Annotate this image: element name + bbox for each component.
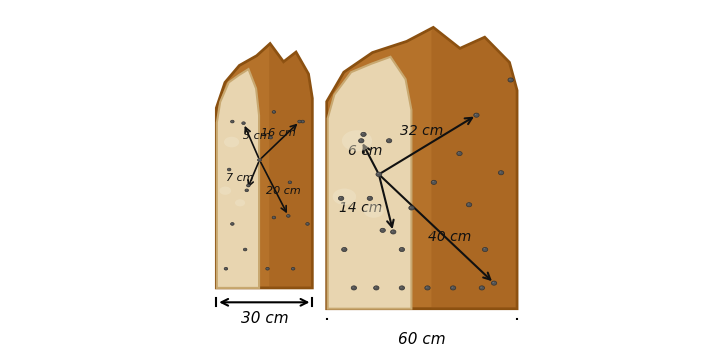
Ellipse shape: [289, 181, 290, 182]
Ellipse shape: [481, 287, 482, 288]
Ellipse shape: [401, 287, 402, 288]
Ellipse shape: [498, 171, 504, 175]
Polygon shape: [269, 43, 313, 288]
Text: 20 cm: 20 cm: [266, 186, 301, 196]
Ellipse shape: [399, 247, 405, 252]
Ellipse shape: [433, 181, 434, 182]
Ellipse shape: [353, 287, 354, 288]
Ellipse shape: [390, 230, 396, 234]
Text: 14 cm: 14 cm: [339, 201, 382, 215]
Ellipse shape: [342, 130, 372, 151]
Ellipse shape: [292, 267, 295, 270]
Ellipse shape: [451, 287, 453, 288]
Text: 32 cm: 32 cm: [401, 124, 443, 138]
Polygon shape: [326, 27, 517, 309]
Ellipse shape: [362, 133, 364, 134]
Ellipse shape: [224, 137, 239, 147]
Ellipse shape: [269, 136, 273, 139]
Ellipse shape: [364, 204, 384, 218]
Text: 7 cm: 7 cm: [226, 172, 254, 183]
Ellipse shape: [338, 196, 344, 200]
Ellipse shape: [376, 172, 382, 177]
Ellipse shape: [482, 247, 488, 252]
Ellipse shape: [259, 159, 260, 160]
Ellipse shape: [499, 171, 501, 172]
Ellipse shape: [358, 139, 364, 143]
Ellipse shape: [298, 120, 301, 123]
Ellipse shape: [343, 248, 345, 249]
Text: 30 cm: 30 cm: [241, 311, 288, 326]
Ellipse shape: [483, 248, 485, 249]
Ellipse shape: [369, 197, 370, 198]
Ellipse shape: [426, 287, 427, 288]
Ellipse shape: [220, 187, 231, 195]
Ellipse shape: [474, 113, 479, 117]
Ellipse shape: [286, 215, 290, 217]
Ellipse shape: [425, 286, 430, 290]
Ellipse shape: [307, 223, 308, 224]
Ellipse shape: [243, 122, 244, 123]
Ellipse shape: [374, 286, 379, 290]
Ellipse shape: [387, 139, 389, 140]
Ellipse shape: [450, 286, 456, 290]
Polygon shape: [328, 57, 411, 309]
Ellipse shape: [375, 287, 377, 288]
Ellipse shape: [401, 248, 402, 249]
Ellipse shape: [509, 79, 510, 80]
Ellipse shape: [431, 180, 437, 185]
Ellipse shape: [246, 184, 250, 187]
Ellipse shape: [493, 282, 494, 283]
Text: 6 cm: 6 cm: [348, 144, 382, 158]
Ellipse shape: [242, 122, 245, 125]
Ellipse shape: [272, 111, 276, 113]
Ellipse shape: [361, 132, 366, 136]
Ellipse shape: [272, 216, 276, 219]
Ellipse shape: [377, 173, 379, 174]
Ellipse shape: [508, 78, 513, 82]
Text: 3 cm: 3 cm: [243, 131, 270, 141]
Ellipse shape: [301, 120, 305, 123]
Ellipse shape: [306, 223, 309, 225]
Text: 40 cm: 40 cm: [427, 230, 471, 244]
Polygon shape: [217, 69, 259, 288]
Ellipse shape: [409, 206, 414, 210]
Ellipse shape: [479, 286, 485, 290]
Text: 60 cm: 60 cm: [398, 332, 446, 345]
Ellipse shape: [491, 281, 497, 285]
Ellipse shape: [273, 111, 274, 112]
Ellipse shape: [266, 267, 269, 270]
Ellipse shape: [288, 181, 292, 184]
Ellipse shape: [380, 228, 385, 233]
Ellipse shape: [228, 168, 231, 171]
Ellipse shape: [257, 158, 262, 161]
Ellipse shape: [224, 267, 228, 270]
Polygon shape: [431, 27, 517, 309]
Ellipse shape: [333, 188, 356, 205]
Ellipse shape: [245, 189, 249, 192]
Ellipse shape: [466, 203, 472, 207]
Ellipse shape: [230, 223, 234, 225]
Polygon shape: [217, 43, 313, 288]
Ellipse shape: [244, 248, 247, 251]
Ellipse shape: [340, 197, 341, 198]
Ellipse shape: [386, 139, 392, 143]
Ellipse shape: [367, 196, 373, 200]
Ellipse shape: [458, 152, 459, 153]
Ellipse shape: [235, 199, 245, 206]
Ellipse shape: [360, 139, 361, 140]
Ellipse shape: [457, 151, 462, 156]
Ellipse shape: [351, 286, 357, 290]
Ellipse shape: [410, 207, 411, 208]
Ellipse shape: [381, 229, 382, 230]
Ellipse shape: [230, 120, 234, 123]
Ellipse shape: [399, 286, 405, 290]
Ellipse shape: [467, 204, 469, 205]
Ellipse shape: [231, 223, 233, 224]
Ellipse shape: [342, 247, 347, 252]
Ellipse shape: [475, 114, 476, 115]
Ellipse shape: [287, 215, 289, 216]
Text: 16 cm: 16 cm: [261, 128, 295, 138]
